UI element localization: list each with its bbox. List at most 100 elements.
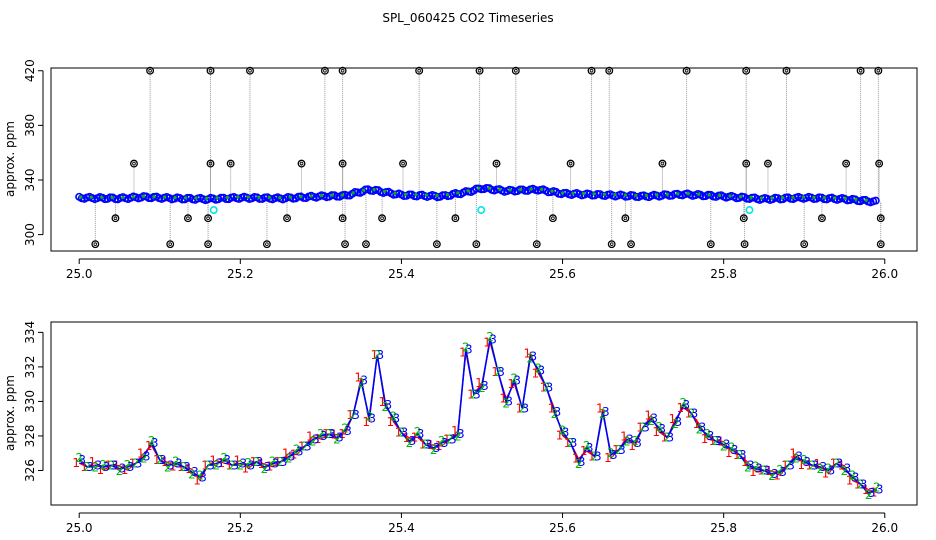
top-y-tick-label: 380 (23, 114, 37, 137)
series-3-marker: 3 (610, 448, 618, 462)
series-2-marker: 2 (792, 452, 800, 466)
series-2-marker: 2 (527, 352, 535, 366)
baseline-inner-point (403, 192, 408, 196)
series-3-marker: 3 (666, 431, 674, 445)
series-3-marker: 3 (844, 462, 852, 476)
baseline-inner-point (288, 195, 292, 199)
baseline-inner-point (791, 195, 795, 199)
series-2-marker: 2 (760, 463, 768, 477)
baseline-inner-point (508, 188, 512, 192)
series-1-marker: 1 (225, 458, 233, 472)
series-3-marker: 3 (376, 348, 384, 362)
series-1-marker: 1 (499, 391, 507, 405)
series-1-marker: 1 (749, 465, 757, 479)
baseline-inner-point (152, 195, 156, 199)
series-2-marker: 2 (865, 488, 873, 502)
series-1-marker: 1 (169, 460, 177, 474)
baseline-inner-point (424, 193, 429, 197)
series-1-marker: 1 (217, 456, 225, 470)
outlier-point (682, 66, 691, 75)
series-3-marker: 3 (223, 453, 231, 467)
series-3-marker: 3 (699, 420, 707, 434)
series-3-marker: 3 (344, 424, 352, 438)
series-3-marker: 3 (505, 394, 513, 408)
series-1-marker: 1 (765, 464, 773, 478)
series-2-marker: 2 (414, 425, 422, 439)
outlier-point-core (744, 161, 749, 166)
series-2-marker: 2 (132, 457, 140, 471)
series-3-marker: 3 (360, 374, 368, 388)
series-2-marker: 2 (228, 458, 236, 472)
series-2-marker: 2 (357, 376, 365, 390)
series-3-marker: 3 (594, 450, 602, 464)
series-3-marker: 3 (231, 458, 239, 472)
outlier-point (204, 240, 213, 249)
outlier-point-core (534, 242, 539, 246)
baseline-inner-point (278, 195, 282, 200)
series-2-marker: 2 (825, 461, 833, 475)
series-1-marker: 1 (354, 371, 362, 385)
baseline-inner-point (634, 193, 638, 197)
baseline-inner-point (131, 195, 135, 199)
series-1-marker: 1 (362, 415, 370, 429)
bottom-x-tick-label: 26.0 (871, 521, 898, 535)
series-3-marker: 3 (811, 458, 819, 472)
outlier-point-core (323, 68, 327, 73)
top-x-tick-label: 25.4 (388, 267, 415, 281)
series-3-marker: 3 (795, 450, 803, 464)
series-3-marker: 3 (820, 460, 828, 474)
series-2-marker: 2 (406, 436, 414, 450)
series-1-marker: 1 (419, 438, 427, 452)
series-2-marker: 2 (736, 448, 744, 462)
series-2-marker: 2 (236, 459, 244, 473)
baseline-inner-point (770, 196, 774, 200)
series-2-marker: 2 (349, 408, 357, 422)
series-1-marker: 1 (701, 432, 709, 446)
series-1-marker: 1 (564, 436, 572, 450)
outlier-point (842, 159, 851, 168)
baseline-inner-point (445, 192, 449, 197)
bottom-x-tick-label: 25.8 (710, 521, 737, 535)
outlier-point (875, 159, 884, 168)
bottom-y-tick-label: 326 (23, 459, 37, 482)
baseline-inner-point (707, 193, 711, 197)
outlier-point-core (741, 216, 746, 221)
baseline-inner-point (183, 196, 188, 200)
outlier-point-core (784, 68, 789, 73)
series-2-marker: 2 (75, 451, 83, 465)
series-1-marker: 1 (185, 462, 193, 476)
series-3-marker: 3 (320, 429, 328, 443)
series-3-marker: 3 (828, 463, 836, 477)
outlier-point (166, 240, 175, 249)
series-3-marker: 3 (288, 450, 296, 464)
baseline-point (222, 195, 231, 204)
series-1-marker: 1 (733, 448, 741, 462)
outlier-point (226, 159, 235, 168)
series-3-marker: 3 (417, 427, 425, 441)
series-2-marker: 2 (245, 456, 253, 470)
series-2-marker: 2 (623, 434, 631, 448)
outlier-point (566, 159, 575, 168)
bottom-y-tick-label: 332 (23, 355, 37, 378)
series-1-marker: 1 (145, 439, 153, 453)
outlier-point-core (802, 242, 807, 246)
series-1-marker: 1 (338, 427, 346, 441)
series-1-marker: 1 (306, 429, 314, 443)
outlier-point (742, 159, 751, 168)
series-2-marker: 2 (285, 452, 293, 466)
series-3-marker: 3 (747, 458, 755, 472)
baseline-inner-point (613, 192, 617, 197)
series-1-marker: 1 (515, 401, 523, 415)
series-2-marker: 2 (446, 432, 454, 446)
top-x-tick-label: 25.2 (227, 267, 254, 281)
baseline-inner-point (560, 191, 565, 195)
series-1-marker: 1 (378, 395, 386, 409)
outlier-point-core (878, 242, 883, 246)
outlier-point-core (660, 161, 665, 166)
series-1-marker: 1 (88, 455, 96, 469)
series-1-marker: 1 (685, 407, 693, 421)
baseline-inner-point (812, 195, 816, 199)
outlier-point (297, 159, 306, 168)
baseline-inner-point (602, 192, 607, 196)
outlier-point (246, 66, 254, 75)
